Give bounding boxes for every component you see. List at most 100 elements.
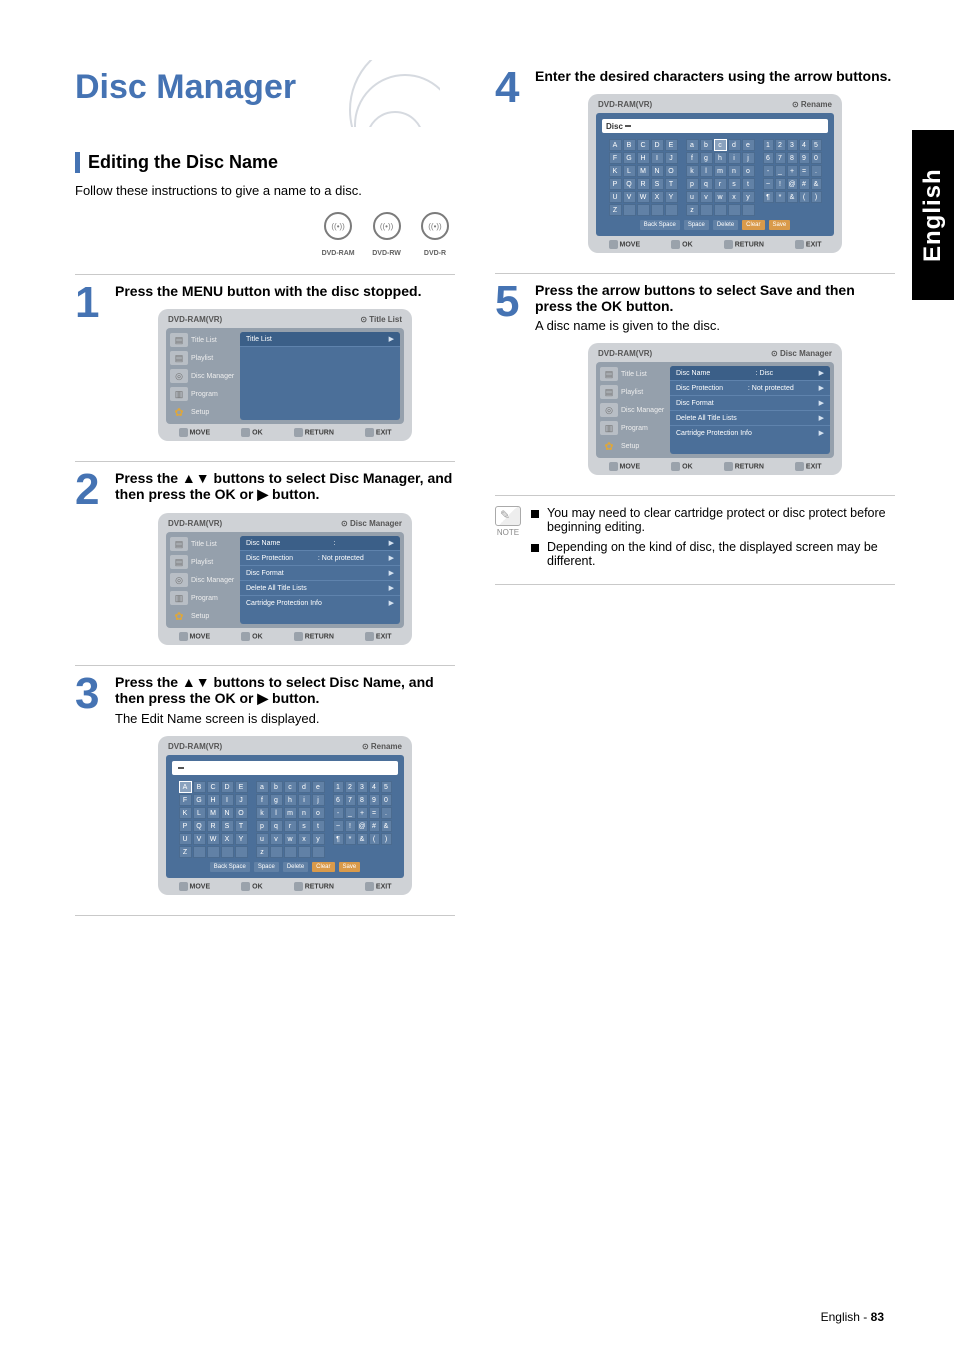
kb-clear: Clear [742,220,764,230]
kb-key: 4 [799,139,810,151]
kb-key: J [235,794,248,806]
kb-key: 8 [357,794,368,806]
kb-key: N [651,165,664,177]
step-number: 2 [75,470,105,651]
kb-key: 8 [787,152,798,164]
ui-context-label: ⊙ Disc Manager [341,519,402,528]
kb-key: Y [665,191,678,203]
menu-row: Delete All Title Lists▶ [240,581,400,596]
rename-entry: Disc [602,119,828,133]
sidebar-item: ▤Playlist [170,554,236,570]
ui-discmgr-panel: DVD-RAM(VR) ⊙ Disc Manager ▤Title List ▤… [158,513,412,645]
kb-key: ! [775,178,786,190]
kb-key: V [623,191,636,203]
kb-key [700,204,713,216]
foot-exit: EXIT [365,882,392,891]
kb-key: & [811,178,822,190]
ui-device-label: DVD-RAM(VR) [168,519,222,528]
kb-key: R [207,820,220,832]
foot-exit: EXIT [795,462,822,471]
step-1: 1 Press the MENU button with the disc st… [75,283,455,447]
kb-key: f [256,794,269,806]
page-title-block: Disc Manager [75,60,455,127]
kb-key: P [609,178,622,190]
step-3: 3 Press the ▲▼ buttons to select Disc Na… [75,674,455,901]
kb-key: e [312,781,325,793]
kb-key: U [609,191,622,203]
kb-key: u [256,833,269,845]
kb-key: - [763,165,774,177]
kb-key: T [235,820,248,832]
kb-key: * [775,191,786,203]
kb-key: d [728,139,741,151]
foot-ok: OK [241,882,263,891]
kb-key: ( [799,191,810,203]
step-number: 5 [495,282,525,481]
note-icon: NOTE [495,506,521,537]
kb-key: M [207,807,220,819]
step-text: Press the ▲▼ buttons to select Disc Name… [115,674,434,706]
kb-key: D [221,781,234,793]
page-title: Disc Manager [75,68,455,107]
kb-key: O [665,165,678,177]
section-heading: Editing the Disc Name [75,152,455,173]
kb-key: v [700,191,713,203]
kb-key: M [637,165,650,177]
kb-key: r [284,820,297,832]
step-text: Press the arrow buttons to select Save a… [535,282,855,314]
step-number: 1 [75,283,105,447]
disc-badge: ((•)) DVD-RW [367,212,407,260]
note-item: Depending on the kind of disc, the displ… [531,540,895,568]
ui-discmgr-panel-named: DVD-RAM(VR) ⊙ Disc Manager ▤Title List ▤… [588,343,842,475]
kb-key: 3 [357,781,368,793]
kb-key: F [609,152,622,164]
foot-return: RETURN [294,882,334,891]
kb-key: a [256,781,269,793]
disc-manager-icon: ◎ [170,573,188,587]
disc-icon: ((•)) [421,212,449,240]
kb-key: o [742,165,755,177]
kb-key: L [193,807,206,819]
kb-delete: Delete [283,862,308,872]
playlist-icon: ▤ [170,351,188,365]
kb-key: - [333,807,344,819]
menu-row: Disc Name:▶ [240,536,400,551]
foot-ok: OK [671,462,693,471]
sidebar-item: ✿Setup [170,404,236,420]
ui-context-label: ⊙ Rename [362,742,402,751]
kb-key: A [609,139,622,151]
step-2: 2 Press the ▲▼ buttons to select Disc Ma… [75,470,455,651]
kb-key: & [381,820,392,832]
kb-key: C [207,781,220,793]
kb-key: = [369,807,380,819]
kb-key [284,846,297,858]
kb-delete: Delete [713,220,738,230]
kb-key: ¶ [333,833,344,845]
kb-key: G [623,152,636,164]
kb-key: 9 [799,152,810,164]
foot-move: MOVE [609,240,641,249]
kb-key: n [298,807,311,819]
program-icon: ▥ [600,421,618,435]
step-text: Enter the desired characters using the a… [535,68,891,84]
kb-key [637,204,650,216]
kb-space: Space [254,862,279,872]
ui-device-label: DVD-RAM(VR) [598,349,652,358]
kb-key: y [742,191,755,203]
kb-key: 1 [333,781,344,793]
kb-save: Save [769,220,791,230]
kb-key: + [787,165,798,177]
kb-key: z [686,204,699,216]
kb-key: m [714,165,727,177]
disc-manager-icon: ◎ [600,403,618,417]
ui-device-label: DVD-RAM(VR) [598,100,652,109]
kb-key: 0 [381,794,392,806]
rename-entry [172,761,398,775]
kb-key [742,204,755,216]
kb-key: t [312,820,325,832]
kb-key: Y [235,833,248,845]
kb-key: O [235,807,248,819]
sidebar-item: ▥Program [170,590,236,606]
kb-key [651,204,664,216]
kb-clear: Clear [312,862,334,872]
